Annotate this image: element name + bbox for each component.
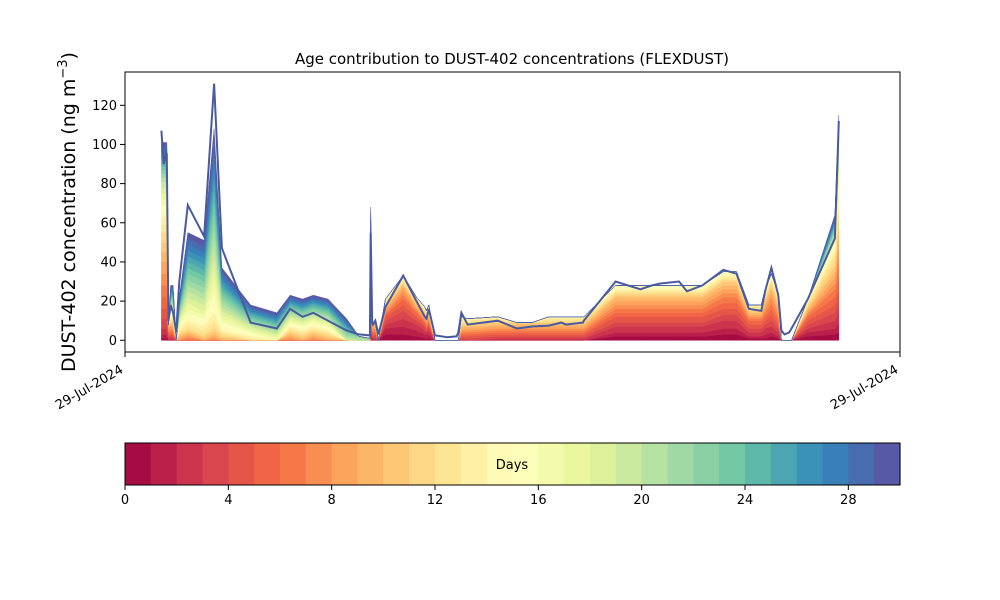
y-tick-label-5: 100 xyxy=(92,138,117,153)
colorbar-bin-23 xyxy=(719,443,746,485)
y-tick-label-2: 40 xyxy=(100,255,117,270)
colorbar-bin-14 xyxy=(486,443,514,485)
colorbar-bin-17 xyxy=(564,443,591,485)
colorbar-bin-20 xyxy=(641,443,669,485)
colorbar-tick-label-3: 12 xyxy=(427,493,444,508)
colorbar-bin-19 xyxy=(615,443,643,485)
colorbar-tick-label-7: 28 xyxy=(840,493,857,508)
y-axis-label-close: ) xyxy=(58,52,80,59)
colorbar-bin-28 xyxy=(848,443,875,485)
colorbar-tick-label-4: 16 xyxy=(530,493,547,508)
colorbar-bin-18 xyxy=(590,443,617,485)
y-axis-label-text: DUST-402 concentration (ng m xyxy=(58,79,80,372)
colorbar xyxy=(125,443,901,485)
colorbar-bin-16 xyxy=(538,443,565,485)
total-outline xyxy=(160,83,840,339)
colorbar-bin-15 xyxy=(512,443,539,485)
y-tick-label-3: 60 xyxy=(100,216,117,231)
colorbar-bin-9 xyxy=(357,443,384,485)
colorbar-bin-11 xyxy=(409,443,436,485)
y-tick-label-4: 80 xyxy=(100,177,117,192)
colorbar-bin-0 xyxy=(125,443,152,485)
colorbar-bin-3 xyxy=(202,443,229,485)
colorbar-bin-24 xyxy=(745,443,772,485)
colorbar-tick-label-2: 8 xyxy=(328,493,336,508)
colorbar-bin-10 xyxy=(383,443,410,485)
y-axis-label: DUST-402 concentration (ng m−3) xyxy=(56,52,80,372)
colorbar-axis: 0 4 8 12 16 20 24 28 xyxy=(121,485,857,508)
y-axis: 0 20 40 60 80 100 120 xyxy=(92,99,125,349)
colorbar-bin-29 xyxy=(874,443,901,485)
y-axis-label-exponent: −3 xyxy=(56,59,71,78)
colorbar-bin-4 xyxy=(228,443,255,485)
colorbar-label: Days xyxy=(496,458,529,473)
colorbar-bin-2 xyxy=(176,443,204,485)
colorbar-tick-label-5: 20 xyxy=(633,493,650,508)
chart-title: Age contribution to DUST-402 concentrati… xyxy=(295,50,729,68)
colorbar-bin-26 xyxy=(796,443,824,485)
plot-frame xyxy=(124,71,901,353)
colorbar-bin-1 xyxy=(150,443,178,485)
colorbar-bin-21 xyxy=(667,443,694,485)
colorbar-bin-25 xyxy=(770,443,798,485)
colorbar-bin-12 xyxy=(435,443,462,485)
colorbar-frame xyxy=(124,442,901,486)
colorbar-bin-27 xyxy=(822,443,849,485)
colorbar-bin-8 xyxy=(331,443,359,485)
colorbar-tick-label-1: 4 xyxy=(224,493,232,508)
colorbar-tick-label-0: 0 xyxy=(121,493,129,508)
colorbar-bin-7 xyxy=(305,443,333,485)
y-tick-label-0: 0 xyxy=(109,334,117,349)
colorbar-bin-22 xyxy=(693,443,720,485)
colorbar-bin-13 xyxy=(460,443,488,485)
colorbar-bin-5 xyxy=(254,443,281,485)
y-tick-label-6: 120 xyxy=(92,99,117,114)
colorbar-tick-label-6: 24 xyxy=(737,493,754,508)
y-tick-label-1: 20 xyxy=(100,295,117,310)
colorbar-bin-6 xyxy=(280,443,307,485)
